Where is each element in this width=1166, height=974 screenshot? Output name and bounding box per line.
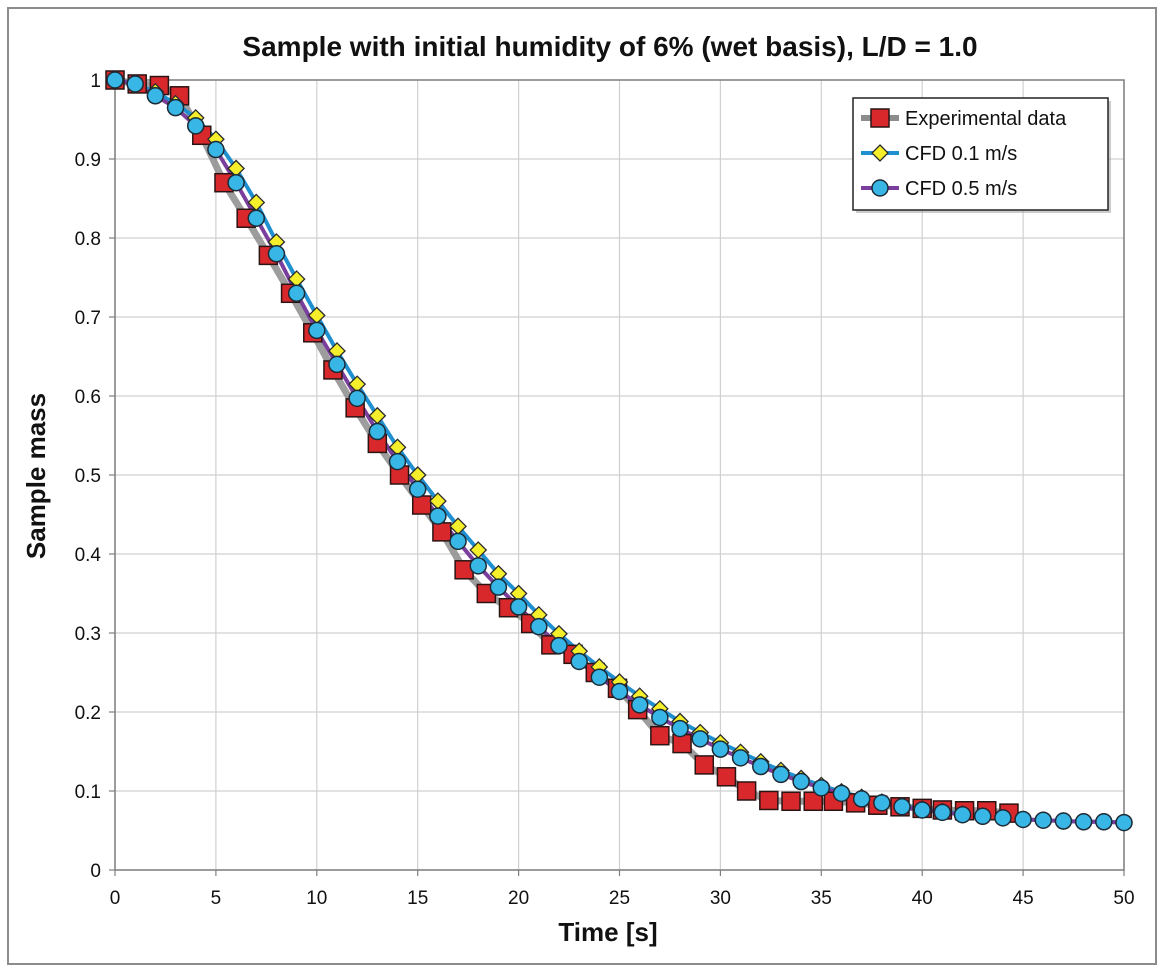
- data-point-square: [803, 791, 823, 812]
- chart-title: Sample with initial humidity of 6% (wet …: [242, 31, 977, 62]
- x-tick-label: 15: [407, 888, 428, 909]
- data-point-circle: [207, 140, 225, 159]
- series-layer: [105, 70, 1133, 832]
- y-tick-label: 0.2: [75, 703, 101, 724]
- data-point-circle: [994, 809, 1012, 827]
- data-point-circle: [429, 507, 447, 525]
- data-point-circle: [146, 87, 165, 105]
- data-point-circle: [408, 480, 427, 498]
- data-point-square: [672, 733, 692, 754]
- data-point-circle: [247, 209, 266, 227]
- data-point-circle: [792, 772, 810, 791]
- data-point-circle: [550, 636, 568, 655]
- legend: Experimental data CFD 0.1 m/s CFD 0.5 m/s: [852, 97, 1111, 213]
- x-tick-label: 50: [1113, 888, 1134, 909]
- y-axis-ticks: 0 0.1 0.2 0.3 0.4 0.5 0.6 0.7 0.8 0.9 1: [75, 71, 115, 882]
- data-point-circle: [530, 617, 548, 636]
- data-point-square: [759, 790, 779, 811]
- data-point-circle: [973, 807, 992, 826]
- data-point-circle: [267, 245, 286, 263]
- y-axis-label: Sample mass: [21, 393, 51, 559]
- data-point-circle: [227, 173, 245, 192]
- x-tick-label: 30: [710, 888, 731, 909]
- x-tick-label: 0: [110, 888, 121, 909]
- data-point-circle: [126, 75, 144, 93]
- data-point-circle: [166, 98, 185, 117]
- data-point-circle: [1034, 811, 1053, 829]
- data-point-square: [650, 725, 670, 746]
- x-tick-label: 40: [912, 888, 933, 909]
- data-point-circle: [671, 719, 689, 738]
- y-tick-label: 0: [90, 861, 101, 882]
- x-tick-label: 5: [211, 888, 222, 909]
- data-point-circle: [630, 696, 649, 714]
- data-point-circle: [772, 765, 790, 784]
- y-tick-label: 1: [90, 71, 101, 92]
- data-point-circle: [328, 355, 346, 374]
- data-point-circle: [509, 598, 528, 616]
- data-point-square: [694, 755, 715, 775]
- y-tick-label: 0.4: [75, 545, 102, 566]
- data-point-circle: [752, 757, 770, 776]
- data-point-circle: [1014, 810, 1032, 829]
- y-tick-label: 0.9: [75, 150, 101, 171]
- y-tick-label: 0.5: [75, 466, 101, 487]
- data-point-circle: [348, 389, 366, 408]
- legend-marker-square: [870, 108, 890, 128]
- data-point-circle: [651, 708, 669, 727]
- data-point-square: [432, 522, 452, 542]
- data-point-circle: [873, 794, 891, 812]
- y-tick-label: 0.7: [75, 308, 101, 329]
- x-tick-label: 20: [508, 888, 529, 909]
- data-point-square: [716, 767, 737, 787]
- data-point-circle: [489, 578, 508, 596]
- x-tick-label: 35: [811, 888, 832, 909]
- data-point-circle: [812, 779, 831, 797]
- legend-label: Experimental data: [905, 108, 1067, 130]
- data-point-circle: [832, 784, 851, 803]
- data-point-square: [411, 495, 432, 515]
- data-point-circle: [308, 321, 326, 340]
- y-tick-label: 0.1: [75, 782, 101, 803]
- data-point-circle: [852, 790, 871, 808]
- data-point-circle: [368, 422, 387, 441]
- legend-label: CFD 0.1 m/s: [905, 143, 1017, 165]
- data-point-circle: [893, 798, 911, 816]
- x-tick-label: 45: [1013, 888, 1034, 909]
- legend-marker-circle: [871, 179, 889, 197]
- data-point-circle: [287, 284, 306, 303]
- x-tick-label: 25: [609, 888, 630, 909]
- data-point-circle: [570, 652, 588, 671]
- data-point-circle: [590, 668, 609, 686]
- data-point-circle: [106, 71, 124, 89]
- data-point-circle: [913, 801, 931, 819]
- data-point-circle: [953, 805, 972, 824]
- series-markers-circle: [106, 71, 1133, 832]
- data-point-circle: [731, 749, 750, 767]
- data-point-circle: [388, 452, 407, 471]
- data-point-circle: [186, 117, 205, 135]
- data-point-circle: [691, 730, 709, 748]
- data-point-circle: [1095, 813, 1113, 831]
- data-point-circle: [711, 740, 730, 758]
- x-axis-ticks: 0 5 10 15 20 25 30 35 40 45 50: [110, 870, 1135, 909]
- x-axis-label: Time [s]: [558, 917, 657, 947]
- data-point-circle: [1054, 812, 1073, 830]
- data-point-circle: [610, 682, 629, 701]
- x-tick-label: 10: [306, 888, 327, 909]
- y-tick-label: 0.6: [75, 387, 101, 408]
- legend-marker-diamond: [871, 144, 889, 162]
- legend-label: CFD 0.5 m/s: [905, 178, 1017, 200]
- data-point-circle: [1074, 813, 1093, 831]
- data-point-square: [736, 781, 757, 801]
- data-point-circle: [1115, 813, 1133, 832]
- data-point-circle: [933, 803, 952, 822]
- y-tick-label: 0.8: [75, 229, 101, 250]
- y-tick-label: 0.3: [75, 624, 101, 645]
- data-point-circle: [449, 532, 467, 551]
- data-point-square: [781, 791, 801, 812]
- data-point-circle: [469, 557, 487, 575]
